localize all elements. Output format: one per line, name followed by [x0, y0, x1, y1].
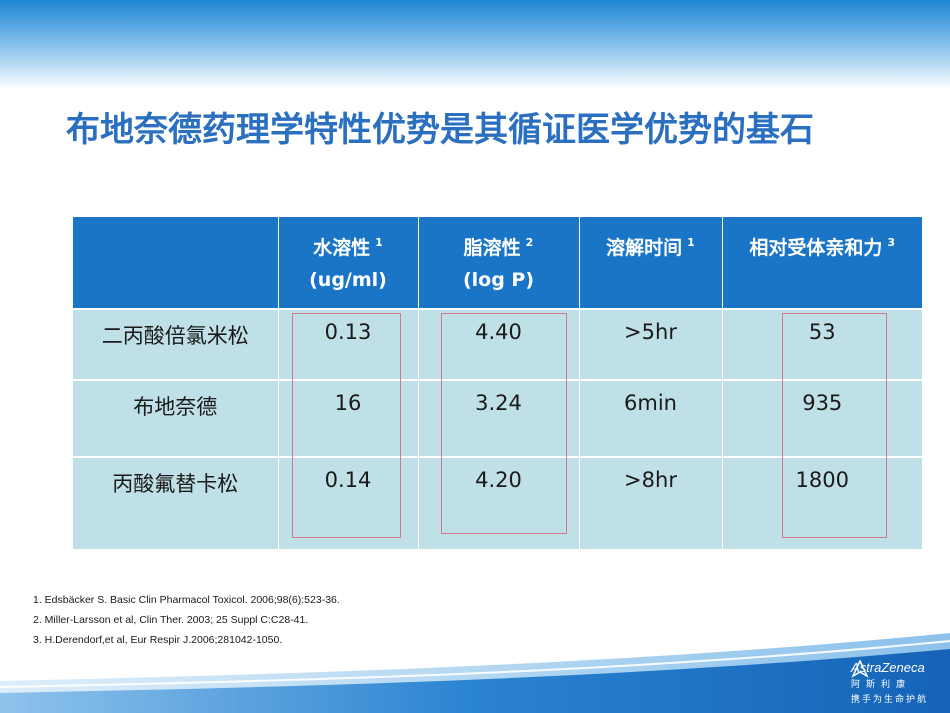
top-gradient-band [0, 0, 950, 90]
logo-cn-name: 阿斯利康 [850, 679, 911, 689]
header-footnote: 2 [525, 236, 534, 249]
header-unit: (ug/ml) [309, 269, 387, 291]
water-solubility-cell: 16 [277, 380, 418, 458]
header-label: 脂溶性 [463, 237, 521, 259]
header-unit: (log P) [462, 269, 535, 291]
logo-name: AstraZeneca [850, 660, 925, 675]
receptor-affinity-cell: 1800 [721, 457, 922, 551]
header-cell-water-solubility: 水溶性 1 (ug/ml) [277, 217, 418, 310]
reference-item: 3. H.Derendorf,et al, Eur Respir J.2006;… [33, 634, 283, 646]
water-solubility-cell: 0.14 [277, 457, 418, 551]
header-cell-dissolution-time: 溶解时间 1 [578, 217, 722, 310]
receptor-affinity-cell: 935 [721, 380, 922, 458]
header-cell-receptor-affinity: 相对受体亲和力 3 [721, 217, 922, 310]
wave-graphic [0, 633, 950, 713]
table-header-row: 水溶性 1 (ug/ml) 脂溶性 2 (log P) 溶解时间 1 相对受体亲和力 3 [73, 217, 922, 310]
logo-slogan: 携手为生命护航 [850, 694, 928, 704]
reference-item: 1. Edsbäcker S. Basic Clin Pharmacol Tox… [33, 594, 340, 606]
water-solubility-cell: 0.13 [277, 309, 418, 381]
dissolution-time-cell: >5hr [578, 309, 722, 381]
comparison-table: 水溶性 1 (ug/ml) 脂溶性 2 (log P) 溶解时间 1 相对受体亲和力 3… [73, 217, 922, 551]
lipid-solubility-cell: 4.40 [417, 309, 579, 381]
table-row: 丙酸氟替卡松 0.14 4.20 >8hr 1800 [73, 457, 922, 551]
header-cell-lipid-solubility: 脂溶性 2 (log P) [417, 217, 579, 310]
bottom-wave-band: AstraZeneca 阿斯利康 携手为生命护航 [0, 623, 950, 713]
header-label: 水溶性 [313, 237, 371, 259]
dissolution-time-cell: 6min [578, 380, 722, 458]
astrazeneca-mark-icon [851, 660, 869, 678]
header-label: 溶解时间 [606, 237, 683, 259]
drug-name-cell: 布地奈德 [73, 380, 278, 458]
receptor-affinity-cell: 53 [721, 309, 922, 381]
lipid-solubility-cell: 3.24 [417, 380, 579, 458]
header-footnote: 3 [887, 236, 896, 249]
drug-name-cell: 丙酸氟替卡松 [73, 457, 278, 551]
dissolution-time-cell: >8hr [578, 457, 722, 551]
slide-title: 布地奈德药理学特性优势是其循证医学优势的基石 [66, 110, 814, 150]
reference-item: 2. Miller-Larsson et al, Clin Ther. 2003… [33, 614, 309, 626]
header-label: 相对受体亲和力 [749, 237, 883, 259]
table-row: 布地奈德 16 3.24 6min 935 [73, 380, 922, 458]
references: 1. Edsbäcker S. Basic Clin Pharmacol Tox… [33, 590, 340, 650]
table-row: 二丙酸倍氯米松 0.13 4.40 >5hr 53 [73, 309, 922, 381]
drug-name-cell: 二丙酸倍氯米松 [73, 309, 278, 381]
header-footnote: 1 [687, 236, 695, 249]
header-footnote: 1 [375, 236, 383, 249]
astrazeneca-logo: AstraZeneca 阿斯利康 携手为生命护航 [851, 660, 928, 705]
header-cell-empty [73, 217, 278, 310]
lipid-solubility-cell: 4.20 [417, 457, 579, 551]
